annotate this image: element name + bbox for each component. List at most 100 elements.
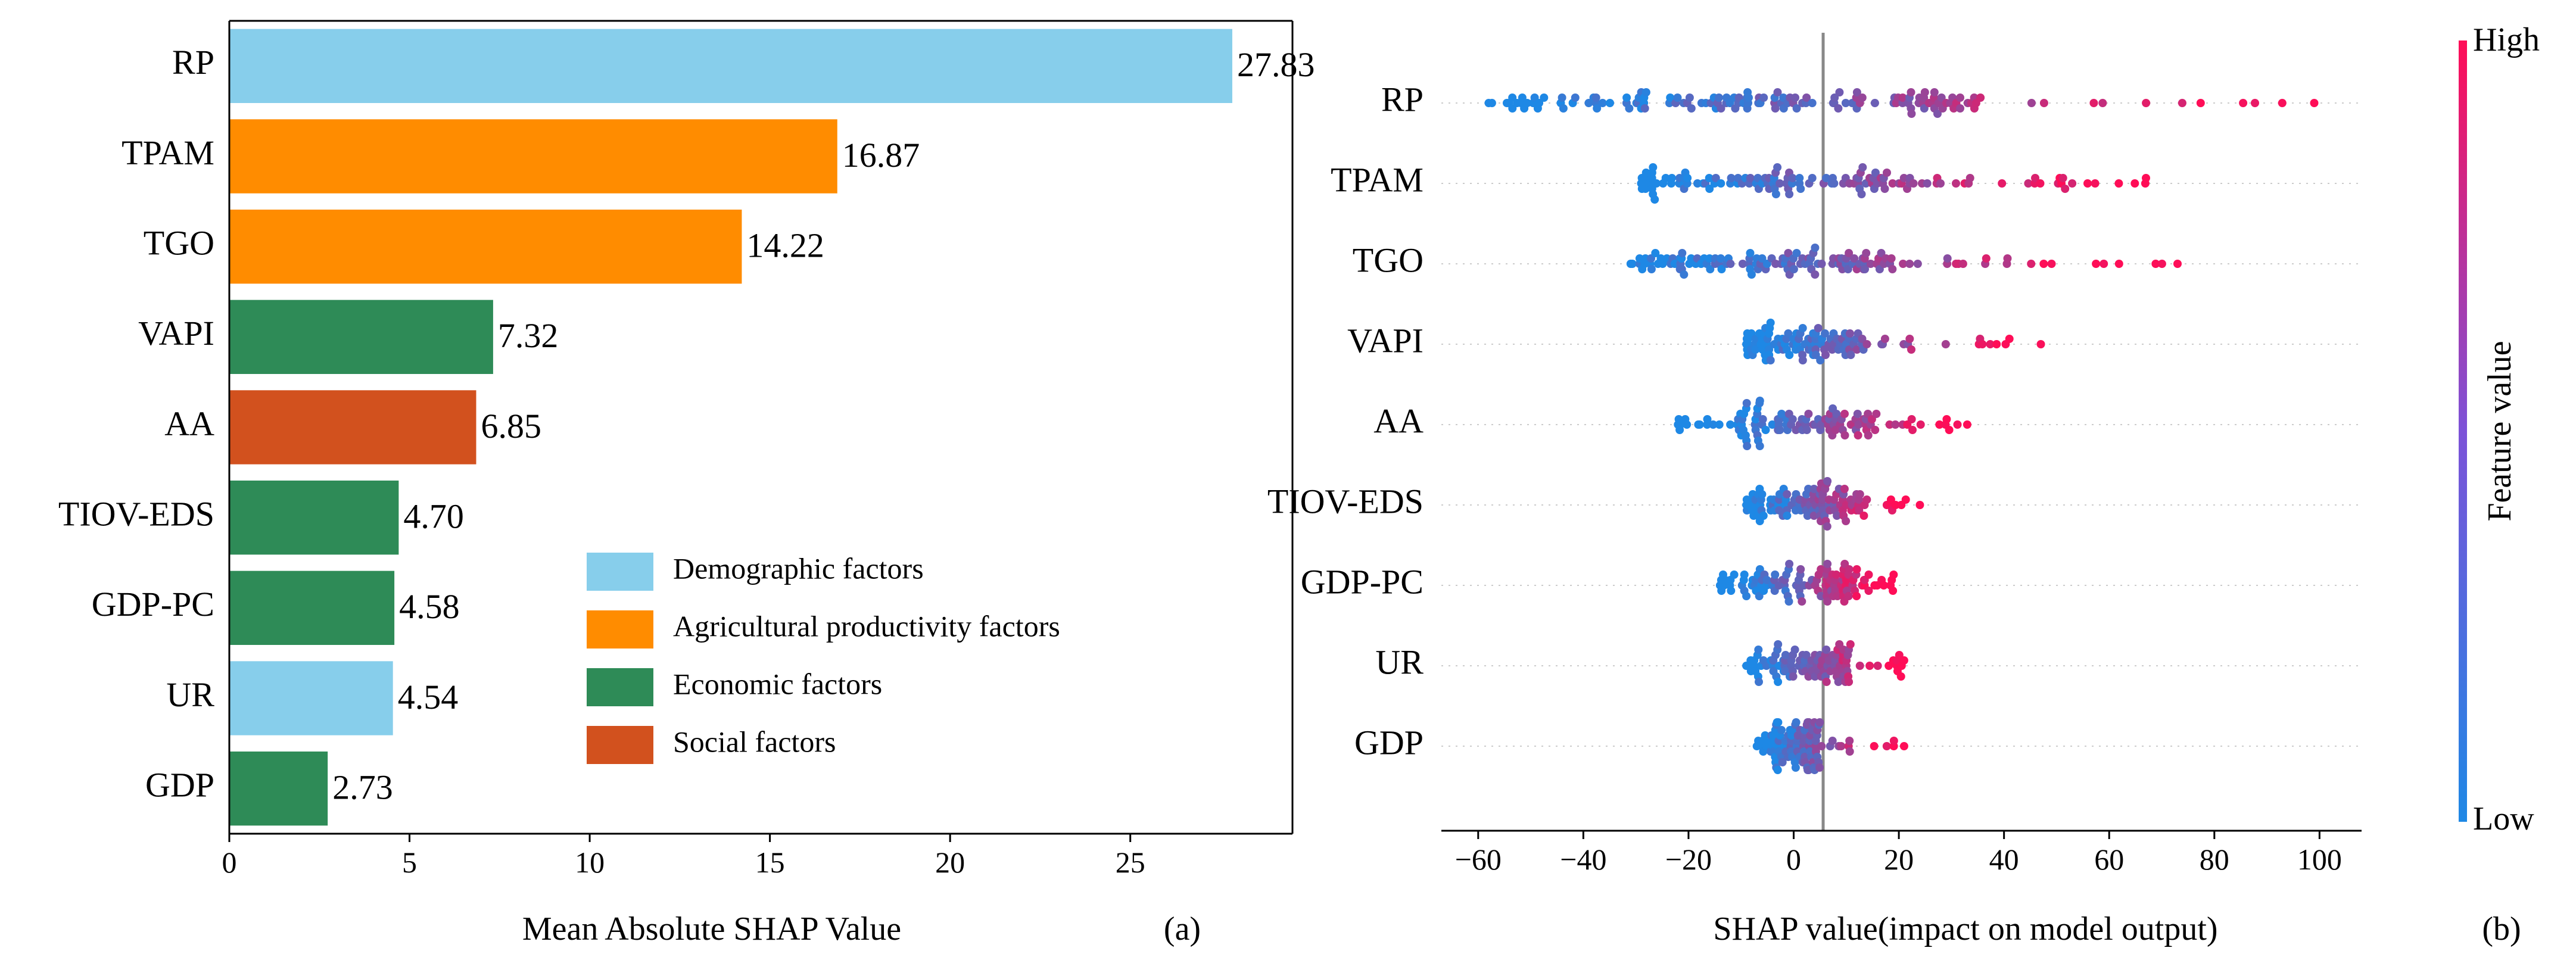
x-tick-label: 0 — [222, 846, 237, 879]
shap-point-rp — [2251, 99, 2259, 107]
shap-point-tgo — [1811, 270, 1820, 279]
shap-point-tpam — [1661, 174, 1670, 182]
shap-point-aa — [1832, 410, 1841, 418]
shap-point-tgo — [1738, 260, 1747, 268]
x-tick-label: 0 — [1786, 843, 1801, 876]
shap-point-aa — [1715, 420, 1724, 429]
shap-point-tgo — [1680, 270, 1689, 279]
shap-point-aa — [1776, 426, 1784, 434]
shap-point-tgo — [1705, 254, 1714, 263]
shap-point-rp — [2027, 99, 2036, 107]
shap-point-tpam — [2031, 174, 2039, 182]
shap-point-vapi — [1814, 324, 1823, 332]
shap-point-gdp-pc — [1852, 565, 1861, 573]
shap-point-ur — [1855, 662, 1864, 670]
shap-point-rp — [1759, 93, 1768, 102]
shap-point-rp — [1523, 99, 1532, 107]
shap-point-ur — [1896, 672, 1905, 681]
shap-point-gdp-pc — [1785, 560, 1794, 568]
shap-point-rp — [1666, 93, 1675, 102]
shap-point-gdp — [1870, 742, 1879, 750]
shap-point-tgo — [1958, 260, 1967, 268]
shap-point-tpam — [2130, 179, 2139, 188]
shap-point-tgo — [1792, 249, 1801, 257]
shap-point-tgo — [2173, 260, 2182, 268]
panel-b-xlabel: SHAP value(impact on model output) — [1713, 911, 2217, 947]
shap-point-tpam — [1711, 174, 1720, 182]
shap-point-vapi — [1905, 335, 1914, 343]
shap-point-rp — [2098, 99, 2107, 107]
shap-point-ur — [1845, 678, 1854, 686]
shap-point-tgo — [1888, 265, 1897, 273]
shap-point-tgo — [1887, 254, 1896, 263]
shap-point-tgo — [1861, 265, 1869, 273]
shap-point-tpam — [1808, 174, 1817, 182]
feature-label: TGO — [1353, 241, 1424, 279]
shap-point-tgo — [1706, 265, 1715, 273]
shap-point-tiov-eds — [1809, 485, 1818, 493]
shap-point-rp — [1930, 88, 1939, 96]
legend-label: Agricultural productivity factors — [673, 609, 1060, 643]
shap-point-tpam — [1822, 174, 1831, 182]
shap-point-tpam — [1746, 174, 1755, 182]
shap-point-vapi — [1978, 340, 1987, 348]
feature-label: VAPI — [1347, 321, 1424, 360]
shap-point-gdp-pc — [1844, 592, 1853, 600]
shap-point-aa — [1743, 442, 1752, 450]
category-label: AA — [164, 404, 214, 443]
shap-point-aa — [1703, 415, 1712, 423]
shap-point-tgo — [1877, 249, 1886, 257]
shap-point-rp — [2196, 99, 2205, 107]
shap-point-tpam — [1966, 174, 1974, 182]
shap-point-vapi — [1846, 351, 1855, 359]
shap-point-tgo — [1717, 265, 1726, 273]
shap-point-aa — [1755, 442, 1764, 450]
shap-point-tgo — [1726, 260, 1735, 268]
shap-point-rp — [1673, 93, 1682, 102]
shap-point-ur — [1865, 662, 1874, 670]
shap-point-tpam — [2142, 174, 2150, 182]
shap-point-vapi — [1798, 356, 1807, 364]
shap-point-vapi — [1821, 351, 1830, 359]
shap-point-tiov-eds — [1809, 512, 1818, 520]
shap-point-rp — [1598, 99, 1607, 107]
shap-point-tgo — [2003, 254, 2012, 263]
shap-point-tgo — [1628, 260, 1637, 268]
shap-point-gdp — [1828, 737, 1837, 745]
category-label: UR — [166, 675, 214, 714]
shap-point-rp — [1771, 104, 1780, 113]
panel-b-beeswarm: −60 −40 −20 0 20 40 60 80 100 RP TPAM TGO VAPI AA TIO… — [1267, 21, 2540, 947]
shap-point-ur — [1873, 662, 1882, 670]
shap-point-tpam — [2083, 179, 2092, 188]
shap-point-tgo — [1943, 254, 1952, 263]
legend-swatch — [587, 726, 653, 764]
shap-point-rp — [1808, 99, 1817, 107]
shap-point-rp — [1591, 93, 1600, 102]
shap-point-vapi — [1986, 340, 1995, 348]
shap-point-rp — [1920, 104, 1929, 113]
value-label: 7.32 — [498, 316, 559, 355]
shap-point-tpam — [1727, 174, 1736, 182]
shap-point-gdp-pc — [1771, 570, 1780, 579]
shap-point-gdp — [1791, 763, 1800, 772]
shap-point-tpam — [1650, 195, 1659, 204]
shap-point-ur — [1822, 646, 1831, 654]
shap-point-tpam — [1998, 179, 2007, 188]
shap-point-aa — [1802, 426, 1811, 434]
colorbar — [2459, 40, 2467, 822]
shap-point-gdp-pc — [1879, 581, 1888, 590]
shap-point-vapi — [1880, 335, 1889, 343]
shap-point-rp — [1584, 99, 1593, 107]
x-tick-label: 100 — [2297, 843, 2342, 876]
shap-point-rp — [1907, 88, 1915, 96]
shap-point-gdp-pc — [1817, 592, 1826, 600]
category-label: GDP-PC — [92, 585, 214, 623]
shap-point-gdp-pc — [1823, 560, 1832, 568]
shap-point-tiov-eds — [1823, 477, 1832, 485]
panel-a-bar-chart: 0 5 10 15 20 25 RP TPAM TGO VAPI AA TIOV-EDS GDP-PC… — [58, 20, 1315, 947]
shap-point-aa — [1840, 410, 1849, 418]
shap-point-tpam — [1857, 190, 1866, 198]
shap-point-gdp-pc — [1742, 592, 1751, 600]
value-label: 4.58 — [399, 587, 460, 626]
shap-point-ur — [1754, 646, 1763, 654]
